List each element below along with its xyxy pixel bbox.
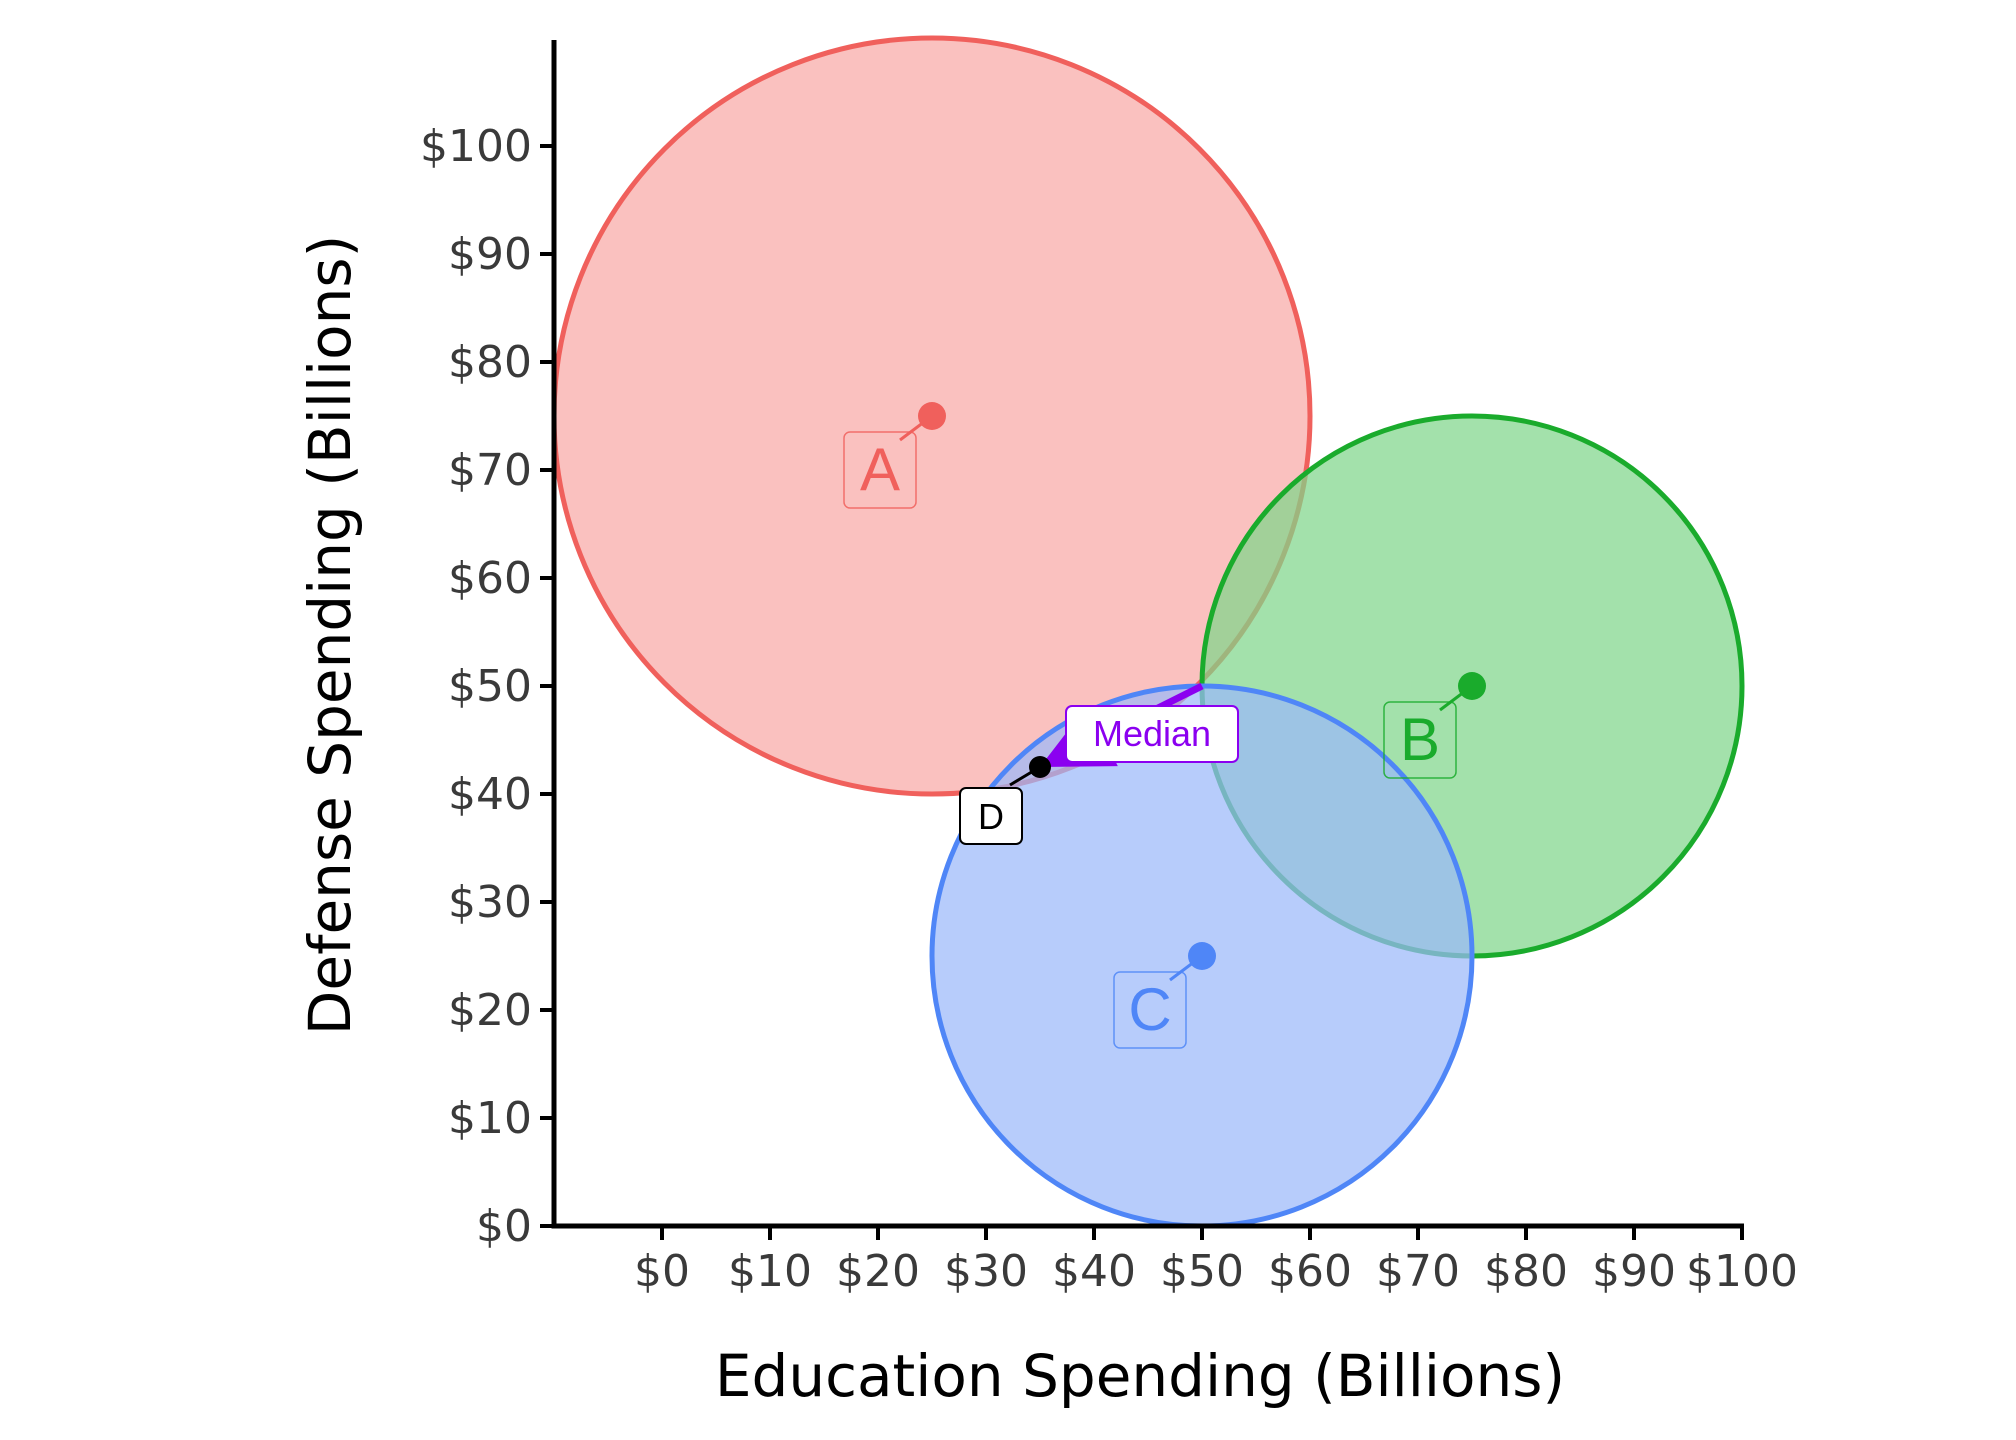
ideal-points: A B C [843, 402, 1486, 1049]
y-tick-label: $10 [448, 1093, 532, 1144]
point-label-box [843, 431, 917, 509]
x-ticks: $0 $10 $20 $30 $40 $50 $60 $70 $80 $90 $100 [634, 1226, 1798, 1297]
y-tick-label: $40 [448, 769, 532, 820]
y-tick-label: $30 [448, 877, 532, 928]
point-label-c: C [1128, 976, 1171, 1043]
median-arrow: Median D [959, 682, 1239, 845]
y-tick-label: $60 [448, 553, 532, 604]
x-tick-label: $40 [1052, 1246, 1136, 1297]
y-tick-label: $70 [448, 445, 532, 496]
point-c [1188, 942, 1216, 970]
point-a [918, 402, 946, 430]
point-label-b: B [1400, 706, 1440, 773]
x-tick-label: $90 [1592, 1246, 1676, 1297]
y-tick-label: $90 [448, 229, 532, 280]
y-tick-label: $0 [476, 1201, 532, 1252]
axes [551, 40, 1744, 1229]
point-b [1458, 672, 1486, 700]
x-tick-label: $100 [1686, 1246, 1798, 1297]
x-tick-label: $10 [728, 1246, 812, 1297]
x-tick-label: $30 [944, 1246, 1028, 1297]
y-tick-label: $100 [420, 121, 532, 172]
point-label-d: D [978, 796, 1004, 837]
y-tick-label: $50 [448, 661, 532, 712]
point-label-box [1113, 971, 1187, 1049]
y-tick-label: $20 [448, 985, 532, 1036]
point-label-box [959, 787, 1023, 845]
median-label: Median [1093, 713, 1211, 754]
y-axis-title: Defense Spending (Billions) [296, 235, 364, 1036]
x-tick-label: $60 [1268, 1246, 1352, 1297]
y-tick-label: $80 [448, 337, 532, 388]
point-d [1029, 756, 1051, 778]
x-tick-label: $50 [1160, 1246, 1244, 1297]
x-axis-title: Education Spending (Billions) [715, 1342, 1565, 1410]
x-tick-label: $20 [836, 1246, 920, 1297]
point-label-a: A [860, 436, 900, 503]
x-tick-label: $80 [1484, 1246, 1568, 1297]
x-tick-label: $0 [634, 1246, 690, 1297]
x-tick-label: $70 [1376, 1246, 1460, 1297]
point-label-box [1383, 701, 1457, 779]
median-label-box [1065, 705, 1239, 763]
y-ticks: $0 $10 $20 $30 $40 $50 $60 $70 $80 $90 $100 [420, 121, 554, 1252]
